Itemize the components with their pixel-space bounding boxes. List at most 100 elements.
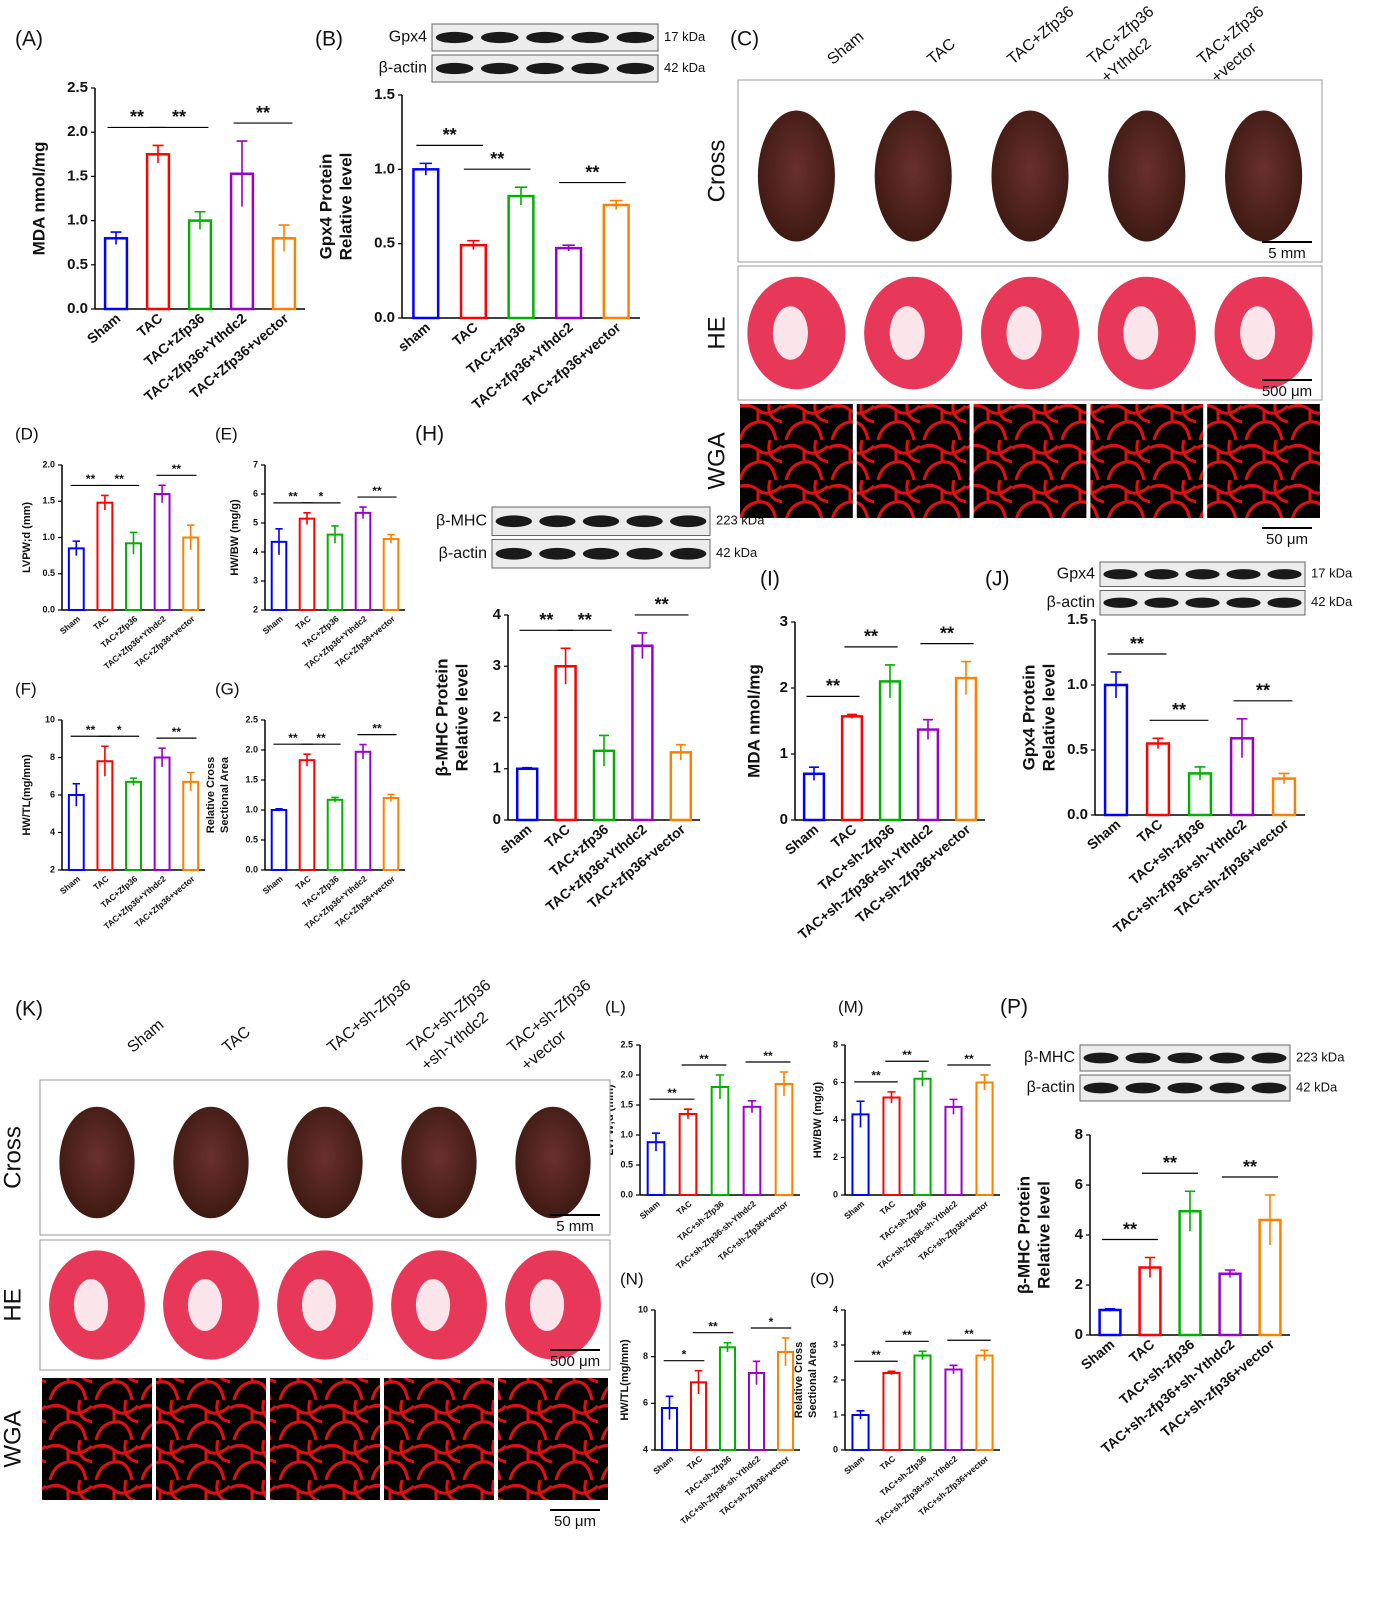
bar xyxy=(878,680,902,822)
y-tick-label: 10 xyxy=(638,1304,648,1314)
error-bar xyxy=(1184,1190,1196,1232)
row-label: WGA xyxy=(0,1410,26,1467)
y-tick-label: 4 xyxy=(253,546,258,556)
column-label: TAC xyxy=(924,35,959,68)
significance-label: * xyxy=(682,1347,687,1361)
significance-label: ** xyxy=(871,1069,881,1083)
significance-label: * xyxy=(319,490,324,504)
x-tick-label: TAC xyxy=(293,614,312,632)
error-bar xyxy=(949,1098,958,1115)
bar xyxy=(354,750,372,871)
blot-protein: β-actin xyxy=(1027,1079,1075,1096)
error-bar xyxy=(152,144,164,164)
error-bar xyxy=(419,162,432,176)
significance-label: ** xyxy=(763,1049,773,1063)
bar xyxy=(1145,742,1171,817)
error-bar xyxy=(847,713,857,719)
y-tick-label: 1 xyxy=(833,1409,838,1419)
y-axis-label: β-MHC Protein xyxy=(432,658,451,776)
significance-label: ** xyxy=(490,149,504,169)
significance-label: * xyxy=(769,1315,774,1329)
significance-label: ** xyxy=(539,610,553,630)
bar xyxy=(913,1354,932,1451)
scale-label: 500 μm xyxy=(550,1353,600,1370)
error-bar xyxy=(194,210,206,230)
significance-label: ** xyxy=(964,1052,974,1066)
error-bar xyxy=(683,1108,693,1119)
bar xyxy=(975,1081,994,1196)
error-bar xyxy=(72,782,81,807)
blot-band xyxy=(495,547,532,560)
error-bar xyxy=(918,1350,927,1360)
panel-label: (N) xyxy=(620,1269,644,1288)
blot-band xyxy=(526,62,564,75)
significance-label: ** xyxy=(585,162,599,182)
bar xyxy=(507,194,535,320)
significance-label: ** xyxy=(86,723,96,737)
x-tick-label: TAC xyxy=(1134,816,1166,846)
scale-label: 500 μm xyxy=(1262,383,1312,400)
he-lumen xyxy=(1123,306,1159,360)
significance-label: ** xyxy=(1256,681,1270,701)
x-tick-label: Sham xyxy=(1078,1336,1117,1373)
blot-band xyxy=(1103,597,1138,608)
bar xyxy=(326,533,344,611)
wga-stain xyxy=(856,404,970,518)
he-lumen xyxy=(73,1279,109,1331)
bar xyxy=(96,760,114,871)
y-axis-label: Sectional Area xyxy=(219,756,231,833)
bar xyxy=(742,1105,762,1197)
error-bar xyxy=(72,540,81,556)
y-tick-label: 0.5 xyxy=(67,256,88,273)
error-bar xyxy=(387,793,395,802)
significance-label: ** xyxy=(699,1052,709,1066)
error-bar xyxy=(1264,1194,1276,1245)
row-label: HE xyxy=(0,1288,26,1321)
significance-label: ** xyxy=(256,103,270,123)
y-axis-label: Relative level xyxy=(1034,1181,1053,1289)
significance-label: ** xyxy=(172,462,182,476)
y-tick-label: 2.5 xyxy=(67,79,88,96)
blot-band xyxy=(1083,1052,1119,1064)
y-axis-label: MDA nmol/mg xyxy=(29,142,48,256)
panel-label: (L) xyxy=(605,997,626,1016)
significance-label: ** xyxy=(1172,700,1186,720)
y-tick-label: 1.5 xyxy=(1067,611,1088,628)
blot-band xyxy=(1103,569,1138,580)
blot-band xyxy=(1144,597,1179,608)
y-tick-label: 1 xyxy=(780,745,788,762)
y-axis-label: Gpx4 Protein xyxy=(1019,665,1038,771)
bar xyxy=(840,715,864,822)
bar xyxy=(776,1351,795,1451)
bar xyxy=(882,1372,901,1451)
panel-label: (C) xyxy=(730,28,759,51)
error-bar xyxy=(651,1132,661,1152)
bar xyxy=(270,809,288,871)
error-bar xyxy=(980,1074,989,1090)
row-label: HE xyxy=(703,316,730,349)
y-tick-label: 6 xyxy=(1075,1176,1083,1193)
y-tick-label: 10 xyxy=(45,714,55,724)
panel-label: (I) xyxy=(760,568,780,591)
error-bar xyxy=(1152,737,1164,749)
blot-size: 223 kDa xyxy=(1296,1049,1345,1064)
y-tick-label: 8 xyxy=(643,1351,648,1361)
blot-protein: Gpx4 xyxy=(389,29,427,46)
blot-band xyxy=(1267,569,1302,580)
error-bar xyxy=(1194,766,1206,780)
y-tick-label: 3 xyxy=(780,613,788,630)
y-tick-label: 4 xyxy=(1075,1226,1084,1243)
bar xyxy=(103,237,129,311)
significance-label: ** xyxy=(902,1048,912,1062)
error-bar xyxy=(467,239,480,250)
panel-label: (E) xyxy=(215,424,238,443)
blot-band xyxy=(1267,597,1302,608)
blot-band xyxy=(1251,1052,1287,1064)
y-tick-label: 8 xyxy=(833,1039,838,1049)
y-tick-label: 4 xyxy=(833,1304,838,1314)
y-axis-label: HW/BW (mg/g) xyxy=(812,1081,824,1158)
y-tick-label: 2.0 xyxy=(620,1069,633,1079)
x-tick-label: TAC xyxy=(685,1454,704,1472)
bar xyxy=(515,767,539,822)
error-bar xyxy=(1110,671,1122,698)
